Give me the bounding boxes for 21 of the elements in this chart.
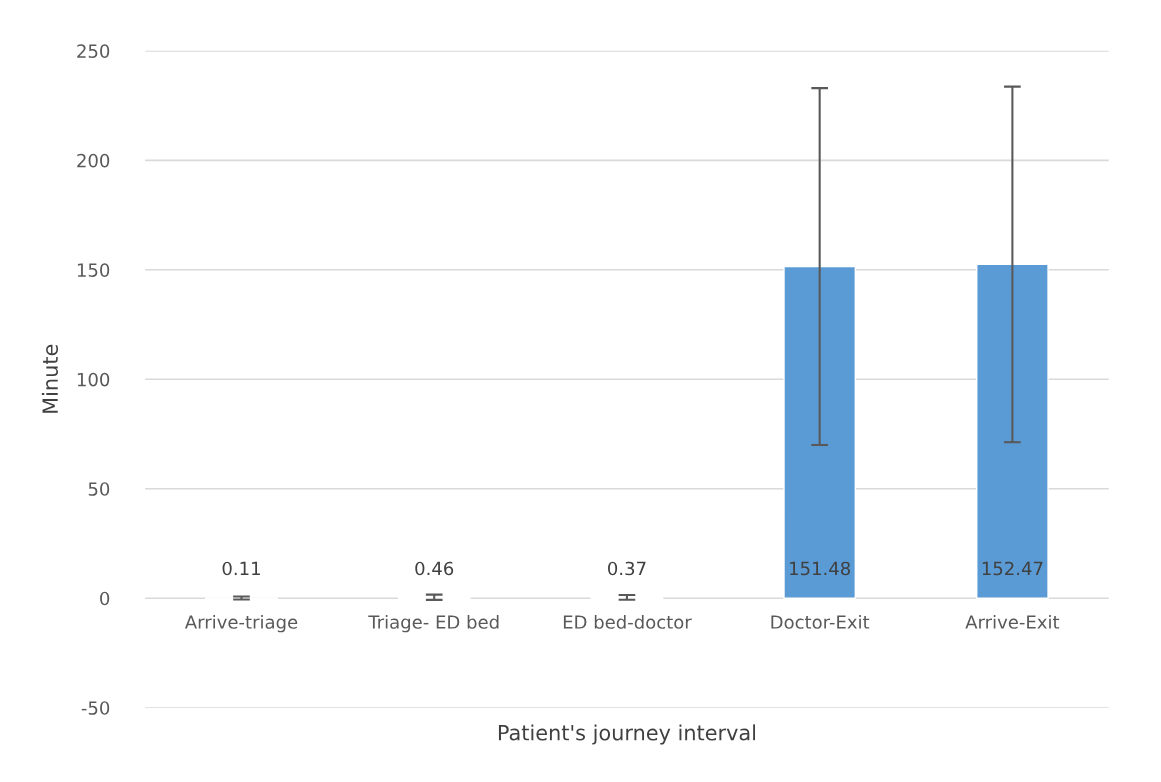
y-tick-label: -50	[81, 701, 110, 715]
y-tick-label: 100	[77, 372, 110, 387]
x-tick-label: Triage- ED bed	[368, 614, 499, 633]
y-tick-label: 50	[88, 482, 110, 496]
y-tick-label: 0	[100, 591, 110, 606]
y-tick-label: 150	[77, 263, 110, 277]
x-tick-label: Doctor-Exit	[771, 614, 870, 629]
x-tick-label: Arrive-triage	[184, 614, 298, 633]
y-tick-label: 250	[77, 44, 110, 58]
data-label: 152.47	[982, 561, 1043, 576]
x-tick-label: Arrive-Exit	[965, 614, 1060, 629]
data-label: 0.11	[222, 561, 260, 576]
bar	[783, 265, 857, 599]
data-label: 151.48	[790, 561, 851, 576]
y-tick-label: 200	[77, 153, 110, 168]
x-axis-title: Patient's journey interval	[498, 724, 756, 745]
y-axis-title: Minute	[41, 344, 59, 413]
data-label: 0.37	[608, 561, 646, 576]
x-tick-label: ED bed-doctor	[563, 614, 692, 629]
data-label: 0.46	[415, 561, 454, 576]
bar	[976, 263, 1049, 599]
